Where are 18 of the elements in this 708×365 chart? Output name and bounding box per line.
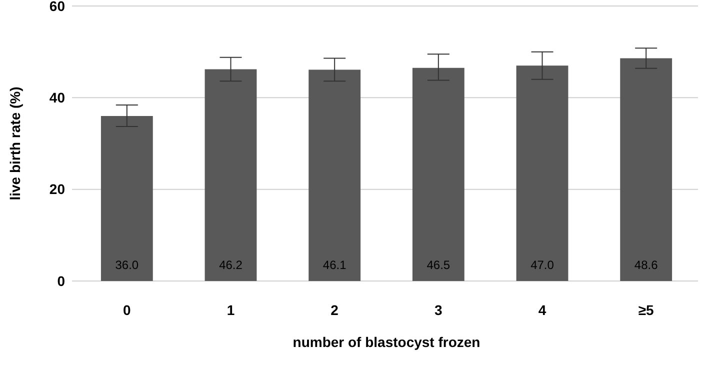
x-axis-title: number of blastocyst frozen bbox=[292, 334, 480, 350]
data-label: 48.6 bbox=[634, 258, 658, 272]
data-label: 46.1 bbox=[322, 258, 347, 272]
y-tick-label: 40 bbox=[49, 90, 66, 106]
x-tick-label: 1 bbox=[226, 302, 235, 318]
x-tick-label: 4 bbox=[538, 302, 546, 318]
data-label: 36.0 bbox=[115, 258, 139, 272]
x-tick-label: ≥5 bbox=[638, 302, 654, 318]
y-tick-label: 20 bbox=[49, 181, 66, 198]
y-tick-label: 0 bbox=[57, 272, 66, 289]
x-tick-label: 0 bbox=[123, 302, 132, 318]
data-label: 46.2 bbox=[219, 258, 243, 272]
data-label: 46.5 bbox=[426, 258, 450, 272]
data-label: 47.0 bbox=[530, 258, 554, 272]
y-axis-title: live birth rate (%) bbox=[7, 86, 23, 200]
x-tick-label: 3 bbox=[434, 302, 443, 318]
y-tick-label: 60 bbox=[49, 0, 66, 14]
x-tick-label: 2 bbox=[330, 302, 339, 318]
